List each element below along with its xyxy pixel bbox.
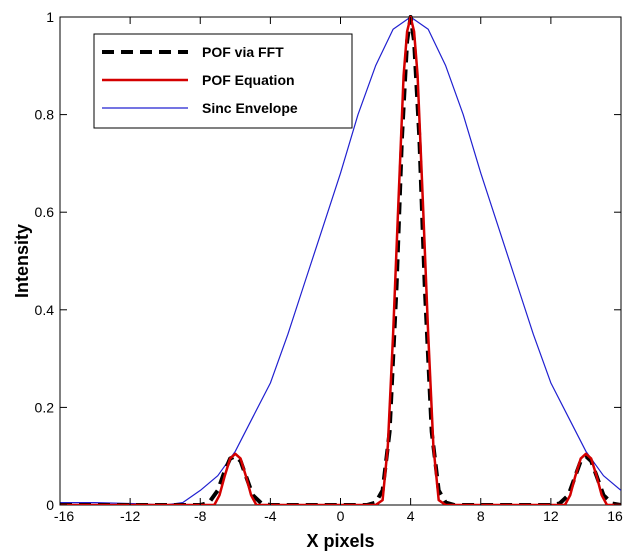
legend-label: POF via FFT — [202, 44, 284, 60]
plot-area: -16 -12 -8 -4 0 4 8 12 16 0 0.2 0.4 0.6 0.8 1 — [35, 9, 623, 524]
legend-label: POF Equation — [202, 72, 295, 88]
y-tick-label: 0 — [46, 497, 54, 513]
x-tick-label: -16 — [54, 508, 74, 524]
x-axis-title: X pixels — [306, 531, 374, 551]
legend-item: POF Equation — [102, 72, 295, 88]
y-tick-label: 0.8 — [35, 107, 55, 123]
x-tick-label: 12 — [543, 508, 559, 524]
y-tick-label: 1 — [46, 9, 54, 25]
x-tick-label: 8 — [477, 508, 485, 524]
y-tick-label: 0.4 — [35, 302, 55, 318]
x-axis-ticks: -16 -12 -8 -4 0 4 8 12 16 — [54, 17, 623, 524]
x-tick-label: -4 — [264, 508, 277, 524]
legend: POF via FFT POF Equation Sinc Envelope — [93, 33, 353, 129]
legend-label: Sinc Envelope — [202, 100, 298, 116]
y-tick-label: 0.6 — [35, 204, 55, 220]
x-tick-label: -8 — [194, 508, 207, 524]
x-tick-label: 4 — [407, 508, 415, 524]
x-tick-label: 0 — [337, 508, 345, 524]
y-axis-ticks: 0 0.2 0.4 0.6 0.8 1 — [35, 9, 621, 513]
y-tick-label: 0.2 — [35, 399, 55, 415]
y-axis-title: Intensity — [12, 224, 32, 298]
x-tick-label: -12 — [120, 508, 140, 524]
legend-item: POF via FFT — [102, 44, 284, 60]
legend-item: Sinc Envelope — [102, 100, 298, 116]
x-tick-label: 16 — [607, 508, 623, 524]
series-line-pof-equation — [60, 15, 621, 505]
series-line-sinc-envelope — [60, 16, 621, 505]
series-layer — [60, 15, 621, 505]
